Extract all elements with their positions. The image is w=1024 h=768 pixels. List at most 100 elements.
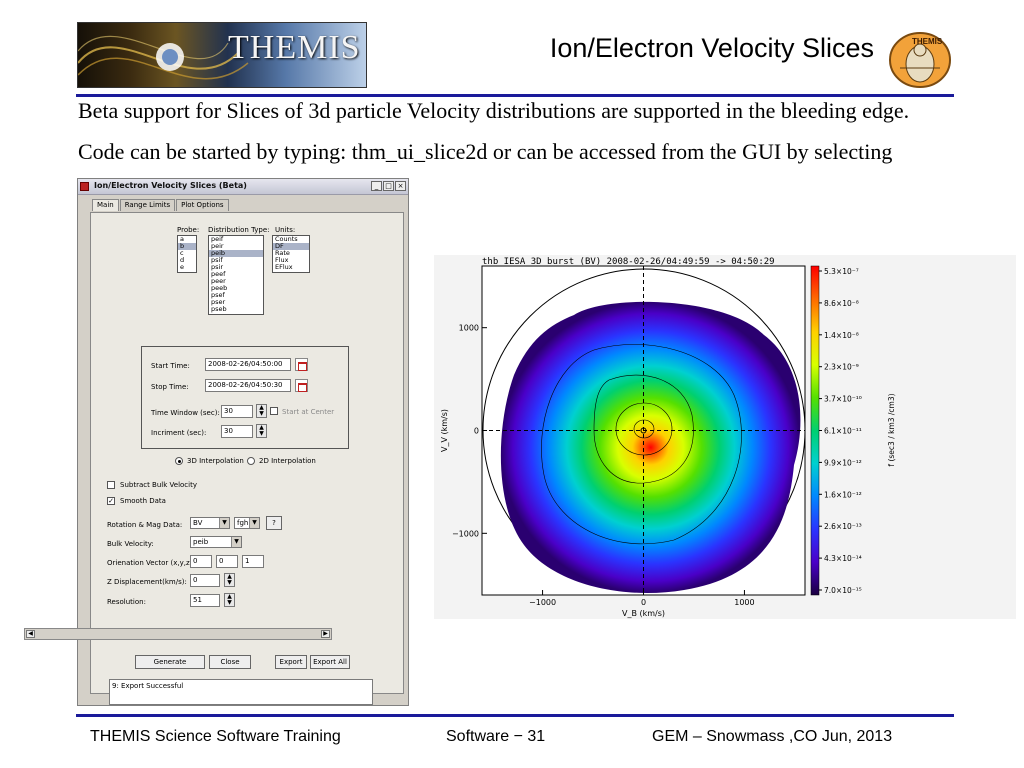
increment-spinner[interactable]: ▲ ▼ (256, 424, 267, 438)
stop-calendar-icon[interactable] (295, 379, 308, 392)
probe-list[interactable]: a b c d e (177, 235, 197, 273)
start-time-label: Start Time: (151, 362, 190, 370)
footer-right: GEM – Snowmass ,CO Jun, 2013 (652, 728, 893, 745)
velocity-slices-window: Ion/Electron Velocity Slices (Beta) _ □ … (77, 178, 409, 706)
colorbar (810, 265, 820, 596)
list-item[interactable]: d (180, 256, 185, 264)
app-icon (80, 182, 89, 191)
units-list[interactable]: Counts DF Rate Flux EFlux (272, 235, 310, 273)
rotation-dropdown[interactable]: BV ▼ (190, 517, 230, 529)
y-axis-label: V_V (km/s) (440, 409, 449, 452)
distribution-list[interactable]: peif peir peib psif psir peef peer peeb … (208, 235, 264, 315)
time-group (141, 346, 349, 449)
interp-2d-radio[interactable] (247, 457, 255, 465)
start-at-center-checkbox[interactable] (270, 407, 278, 415)
colorbar-tick-label: 8.6×10⁻⁸ (824, 299, 859, 308)
orient-y-input[interactable]: 0 (216, 555, 238, 568)
colorbar-tick-label: 5.3×10⁻⁷ (824, 267, 859, 276)
list-item[interactable]: Counts (275, 235, 298, 243)
tab-range-limits[interactable]: Range Limits (119, 199, 176, 211)
close-window-button[interactable]: × (395, 181, 406, 191)
start-calendar-icon[interactable] (295, 358, 308, 371)
tab-main[interactable]: Main (92, 199, 119, 211)
list-item[interactable]: psir (211, 263, 223, 271)
time-window-spinner[interactable]: ▲ ▼ (256, 404, 267, 418)
orient-x-input[interactable]: 0 (190, 555, 212, 568)
time-window-input[interactable]: 30 (221, 405, 253, 418)
z-displacement-spinner[interactable]: ▲ ▼ (224, 573, 235, 587)
peak-marker (640, 427, 647, 434)
resolution-spinner[interactable]: ▲ ▼ (224, 593, 235, 607)
units-label: Units: (275, 226, 296, 234)
chevron-down-icon: ▼ (231, 537, 241, 547)
themis-badge-logo: THEMIS (886, 30, 954, 90)
footer-center: Software − 31 (446, 728, 546, 745)
list-item[interactable]: pser (211, 298, 226, 306)
resolution-input[interactable]: 51 (190, 594, 220, 607)
list-item[interactable]: b (178, 243, 196, 250)
maximize-button[interactable]: □ (383, 181, 394, 191)
help-button[interactable]: ? (266, 516, 282, 530)
list-item[interactable]: e (180, 263, 184, 271)
interp-2d-label: 2D Interpolation (259, 457, 316, 465)
list-item[interactable]: peib (209, 250, 263, 257)
bulk-velocity-dropdown[interactable]: peib ▼ (190, 536, 242, 548)
interp-3d-label: 3D Interpolation (187, 457, 244, 465)
field-lines-graphic (78, 35, 249, 80)
rotation-label: Rotation & Mag Data: (107, 521, 183, 529)
close-button[interactable]: Close (209, 655, 251, 669)
themis-logo-banner: THEMIS (77, 22, 367, 88)
list-item[interactable]: psif (211, 256, 223, 264)
list-item[interactable]: pseb (211, 305, 227, 313)
colorbar-tick-label: 2.3×10⁻⁹ (824, 363, 859, 372)
body-line-2: Code can be started by typing: thm_ui_sl… (78, 139, 893, 164)
horizontal-scrollbar[interactable]: ◀ ▶ (24, 628, 332, 640)
stop-time-input[interactable]: 2008-02-26/04:50:30 (205, 379, 291, 392)
mag-data-dropdown[interactable]: fgh ▼ (234, 517, 260, 529)
list-item[interactable]: Rate (275, 249, 290, 257)
header-rule (76, 94, 954, 97)
list-item[interactable]: a (180, 235, 184, 243)
x-tick-label: −1000 (529, 598, 556, 607)
z-displacement-input[interactable]: 0 (190, 574, 220, 587)
contour-line (593, 374, 694, 484)
list-item[interactable]: psef (211, 291, 225, 299)
scroll-left-icon[interactable]: ◀ (26, 630, 35, 638)
list-item[interactable]: peif (211, 235, 224, 243)
stop-time-label: Stop Time: (151, 383, 189, 391)
export-all-button[interactable]: Export All (310, 655, 350, 669)
start-time-input[interactable]: 2008-02-26/04:50:00 (205, 358, 291, 371)
body-line-1: Beta support for Slices of 3d particle V… (78, 98, 910, 123)
smooth-data-checkbox[interactable]: ✓ (107, 497, 115, 505)
y-tick-label: −1000 (452, 529, 479, 538)
list-item[interactable]: peeb (211, 284, 228, 292)
minimize-button[interactable]: _ (371, 181, 382, 191)
list-item[interactable]: Flux (275, 256, 289, 264)
interp-3d-radio[interactable] (175, 457, 183, 465)
export-button[interactable]: Export (275, 655, 307, 669)
list-item[interactable]: peer (211, 277, 226, 285)
start-at-center-label: Start at Center (282, 408, 335, 416)
increment-input[interactable]: 30 (221, 425, 253, 438)
chevron-down-icon: ▼ (249, 518, 259, 528)
smooth-data-label: Smooth Data (120, 497, 166, 505)
tab-plot-options[interactable]: Plot Options (176, 199, 229, 211)
orient-z-input[interactable]: 1 (242, 555, 264, 568)
chevron-down-icon: ▼ (219, 518, 229, 528)
scroll-right-icon[interactable]: ▶ (321, 630, 330, 638)
generate-button[interactable]: Generate (135, 655, 205, 669)
window-titlebar[interactable]: Ion/Electron Velocity Slices (Beta) _ □ … (78, 179, 408, 195)
subtract-bulk-label: Subtract Bulk Velocity (120, 481, 197, 489)
colorbar-label: f (sec3 / km3 /cm3) (887, 393, 896, 466)
list-item[interactable]: c (180, 249, 184, 257)
list-item[interactable]: DF (273, 243, 309, 250)
list-item[interactable]: EFlux (275, 263, 293, 271)
list-item[interactable]: peef (211, 270, 226, 278)
colorbar-tick-label: 3.7×10⁻¹⁰ (824, 395, 862, 404)
list-item[interactable]: peir (211, 242, 224, 250)
colorbar-tick-label: 6.1×10⁻¹¹ (824, 427, 862, 436)
subtract-bulk-checkbox[interactable] (107, 481, 115, 489)
logo-text: THEMIS (228, 29, 361, 66)
distribution-blob (500, 301, 801, 593)
colorbar-tick-label: 4.3×10⁻¹⁴ (824, 554, 862, 563)
